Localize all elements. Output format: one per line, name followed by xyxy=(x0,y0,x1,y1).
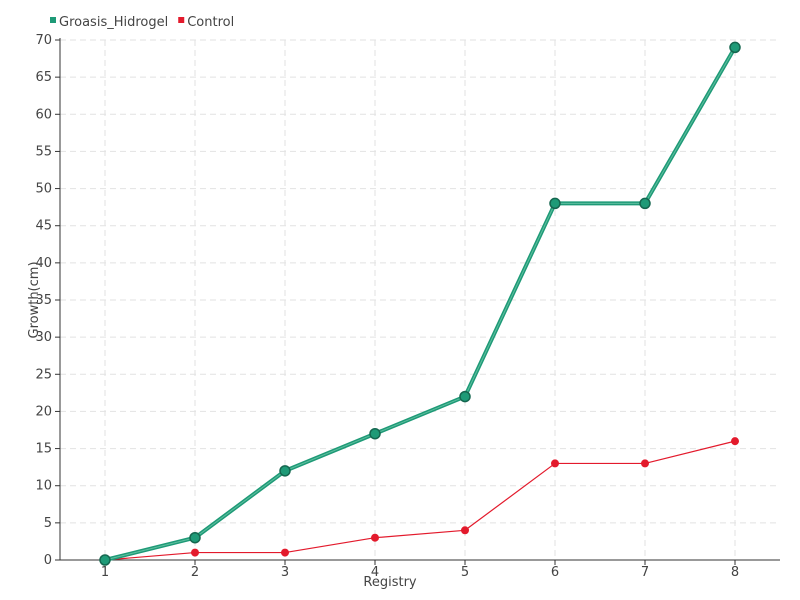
x-tick-labels: 1 2 3 4 5 6 7 8 xyxy=(101,560,739,580)
series-groasis-hidrogel xyxy=(99,41,741,566)
data-point xyxy=(369,427,381,440)
y-tick-label: 55 xyxy=(35,144,52,159)
legend-item: Control xyxy=(178,15,234,30)
legend-label: Control xyxy=(187,15,234,30)
y-axis-title: Growth(cm) xyxy=(27,261,42,338)
data-point xyxy=(189,531,201,544)
y-tick-label: 0 xyxy=(44,553,52,568)
data-point xyxy=(641,459,649,468)
legend-swatch xyxy=(178,17,185,23)
legend-swatch xyxy=(50,17,56,23)
x-tick-label: 6 xyxy=(551,565,559,580)
y-tick-label: 10 xyxy=(35,479,52,494)
x-tick-label: 5 xyxy=(461,565,469,580)
x-tick-label: 8 xyxy=(731,565,739,580)
data-point xyxy=(371,533,379,542)
y-tick-labels: 0 5 10 15 20 25 30 35 40 45 50 55 60 65 70 xyxy=(35,33,60,568)
series-line xyxy=(104,440,736,561)
data-point xyxy=(459,390,471,403)
legend-label: Groasis_Hidrogel xyxy=(59,15,168,30)
axes xyxy=(59,38,780,561)
data-point xyxy=(729,41,741,54)
legend: Groasis_Hidrogel Control xyxy=(50,15,234,30)
y-tick-label: 60 xyxy=(35,107,52,122)
data-point xyxy=(191,548,199,557)
data-point xyxy=(549,197,561,210)
data-point xyxy=(461,526,469,535)
data-point xyxy=(99,554,111,566)
data-point xyxy=(551,459,559,468)
x-tick-label: 7 xyxy=(641,565,649,580)
y-tick-label: 25 xyxy=(35,367,52,382)
data-point xyxy=(731,437,739,446)
legend-item: Groasis_Hidrogel xyxy=(50,15,168,30)
y-tick-label: 20 xyxy=(35,404,52,419)
y-tick-label: 45 xyxy=(35,219,52,234)
series-control xyxy=(101,437,739,564)
y-tick-label: 40 xyxy=(35,256,52,271)
x-tick-label: 1 xyxy=(101,565,109,580)
y-tick-label: 65 xyxy=(35,70,52,85)
data-point xyxy=(639,197,651,210)
y-tick-label: 50 xyxy=(35,182,52,197)
series-line-highlight xyxy=(104,47,736,561)
y-tick-label: 15 xyxy=(35,442,52,457)
x-tick-label: 4 xyxy=(371,565,379,580)
y-tick-label: 5 xyxy=(44,516,52,531)
grid xyxy=(60,39,780,560)
data-point xyxy=(281,548,289,557)
x-tick-label: 3 xyxy=(281,565,289,580)
data-point xyxy=(279,465,291,477)
y-tick-label: 35 xyxy=(35,293,52,308)
x-axis-title: Registry xyxy=(363,575,417,590)
y-tick-label: 30 xyxy=(35,330,52,345)
series-line xyxy=(104,46,737,562)
series xyxy=(99,41,741,566)
x-tick-label: 2 xyxy=(191,565,199,580)
y-tick-label: 70 xyxy=(35,33,52,48)
